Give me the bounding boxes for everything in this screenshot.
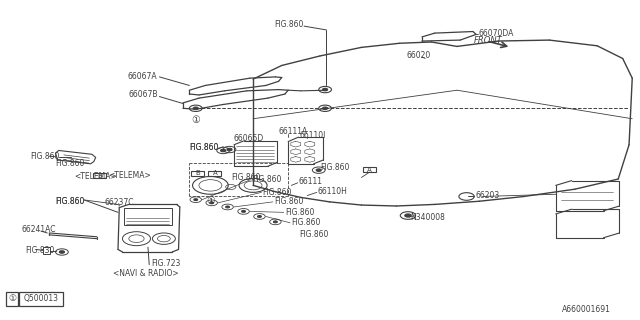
Circle shape — [210, 202, 214, 204]
Bar — [124, 208, 172, 225]
Text: 66020: 66020 — [406, 52, 430, 60]
Circle shape — [404, 214, 411, 217]
Text: FIG.860: FIG.860 — [275, 20, 304, 29]
Text: FIG.860: FIG.860 — [320, 164, 349, 172]
Text: 66065D: 66065D — [234, 134, 264, 143]
Text: FIG.860: FIG.860 — [274, 197, 303, 206]
Bar — [364, 167, 376, 172]
Text: FIG.830: FIG.830 — [26, 246, 55, 255]
Circle shape — [323, 107, 328, 109]
Text: FIG.860: FIG.860 — [231, 173, 260, 182]
Text: 66111: 66111 — [298, 177, 323, 186]
Text: FIG.860: FIG.860 — [56, 197, 85, 206]
Text: <TELEMA>: <TELEMA> — [108, 171, 150, 180]
Text: FIG.860: FIG.860 — [300, 230, 329, 239]
Circle shape — [316, 169, 321, 172]
Text: 66067B: 66067B — [128, 91, 157, 100]
Text: FIG.860: FIG.860 — [262, 188, 292, 197]
Circle shape — [193, 107, 198, 109]
Circle shape — [226, 206, 230, 208]
Text: FIG.860: FIG.860 — [189, 143, 219, 152]
Text: 66241AC: 66241AC — [22, 225, 56, 234]
Text: FIG.860: FIG.860 — [291, 218, 321, 227]
Text: 66111A: 66111A — [278, 127, 308, 136]
Text: 66110I: 66110I — [300, 132, 326, 140]
Text: FIG.860: FIG.860 — [30, 152, 60, 161]
Text: B: B — [195, 170, 200, 176]
Text: FIG.860: FIG.860 — [285, 208, 314, 217]
Text: FIG.860: FIG.860 — [56, 159, 85, 168]
Text: A: A — [212, 170, 217, 176]
Text: FRONT: FRONT — [474, 36, 503, 44]
Text: A: A — [367, 166, 372, 172]
Text: <TELEMA>: <TELEMA> — [75, 172, 117, 181]
Text: ①: ① — [191, 115, 200, 125]
Text: A660001691: A660001691 — [562, 305, 611, 314]
Circle shape — [323, 88, 328, 91]
Bar — [6, 292, 18, 306]
Circle shape — [273, 221, 277, 223]
Bar — [19, 292, 63, 306]
Circle shape — [194, 199, 198, 201]
Circle shape — [60, 251, 65, 253]
Text: B: B — [97, 172, 102, 179]
Text: FIG.860: FIG.860 — [189, 143, 219, 152]
Text: 66067A: 66067A — [128, 72, 157, 81]
Bar — [93, 173, 106, 178]
Text: Q500013: Q500013 — [24, 294, 58, 303]
Text: FIG.860: FIG.860 — [252, 175, 281, 184]
Circle shape — [242, 211, 246, 212]
Text: 66070DA: 66070DA — [478, 28, 513, 38]
Text: N340008: N340008 — [410, 213, 445, 222]
Text: FIG.860: FIG.860 — [56, 197, 85, 206]
Text: 66237C: 66237C — [104, 198, 134, 207]
Circle shape — [227, 148, 232, 151]
Bar — [209, 171, 221, 176]
Text: FIG.723: FIG.723 — [151, 259, 180, 268]
Bar — [43, 247, 51, 253]
Text: <NAVI & RADIO>: <NAVI & RADIO> — [113, 269, 179, 278]
Circle shape — [221, 149, 226, 152]
Text: ①: ① — [8, 294, 16, 303]
Text: 66203: 66203 — [476, 191, 500, 200]
Bar — [191, 171, 204, 176]
Circle shape — [257, 215, 261, 217]
Text: ①: ① — [206, 196, 215, 206]
Text: 66110H: 66110H — [317, 187, 348, 196]
